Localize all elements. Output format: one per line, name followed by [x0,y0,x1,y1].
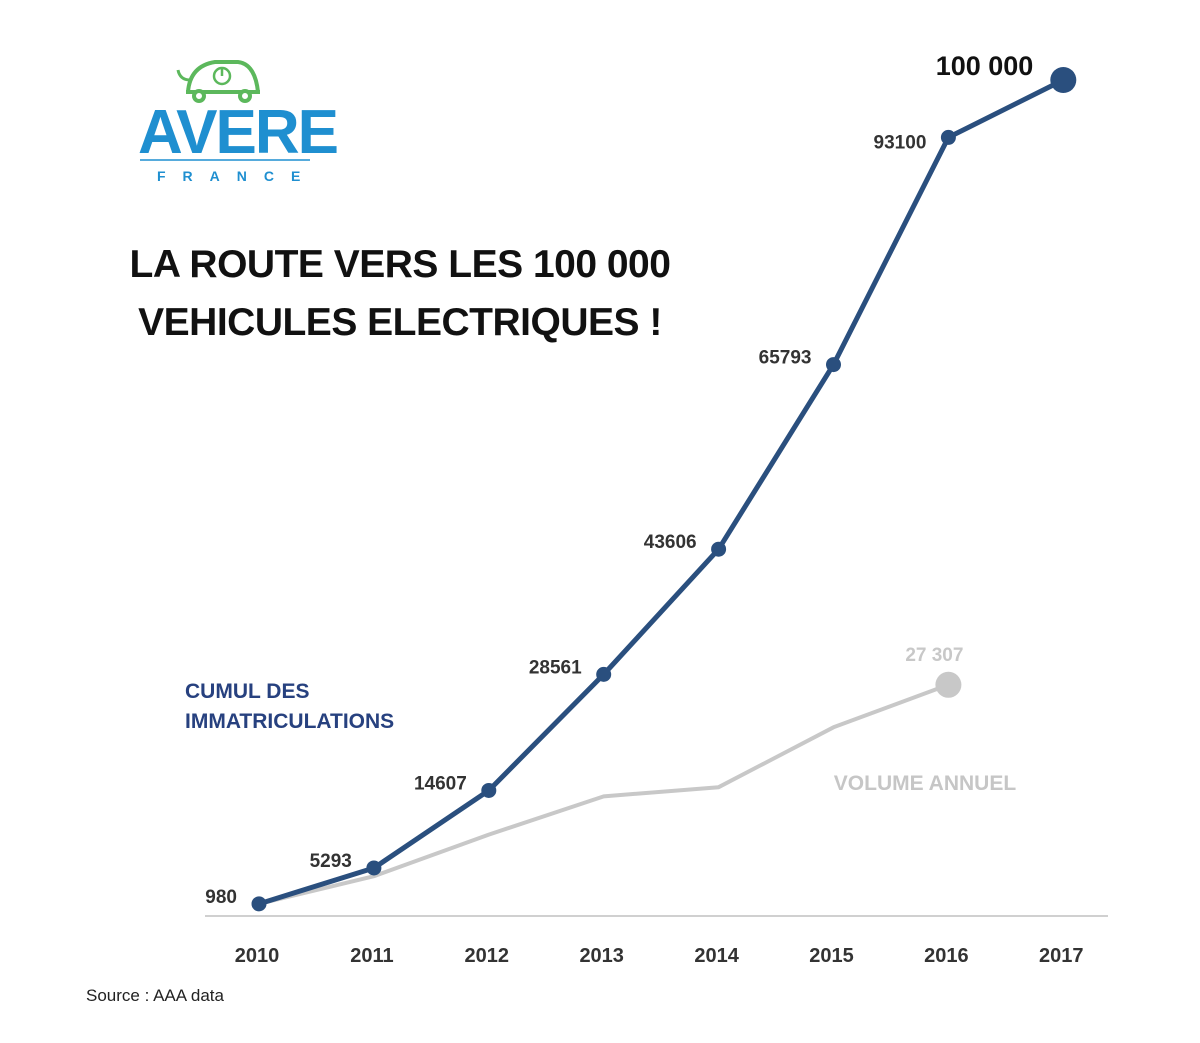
point [1050,67,1077,93]
point [826,357,841,373]
series-line [258,682,950,906]
x-tick-label: 2011 [350,945,393,967]
data-label: 100 000 [936,51,1034,81]
x-tick-label: 2014 [694,945,739,967]
x-tick-label: 2013 [579,945,624,967]
data-label: 65793 [759,348,812,369]
point [935,671,962,698]
point [366,860,382,876]
point [711,541,727,557]
logo-name: AVERE [138,98,339,167]
x-tick-label: 2010 [235,945,280,967]
data-label: 980 [205,887,237,908]
data-label: 28561 [529,657,582,678]
point [251,896,267,912]
point [596,666,612,682]
x-tick-label: 2012 [465,945,510,967]
data-label: 14607 [414,773,467,794]
point [940,129,956,145]
chart-title: LA ROUTE VERS LES 100 000 VEHICULES ELEC… [129,243,671,344]
x-tick-label: 2017 [1039,945,1084,967]
x-tick-label: 2016 [924,945,969,967]
series-line [258,77,1065,907]
logo-icon [176,60,260,103]
source: Source : AAA data [86,986,224,1005]
legend-label: CUMUL DES IMMATRICULATIONS [185,680,395,733]
data-label: 93100 [874,132,927,153]
point [481,782,497,798]
data-label: 5293 [310,851,352,872]
logo-subtitle: FRANCE [157,168,318,184]
legend-label: VOLUME ANNUEL [833,772,1017,795]
data-label: 43606 [644,532,697,553]
data-label: 27 307 [905,645,963,666]
x-tick-label: 2015 [809,945,854,967]
